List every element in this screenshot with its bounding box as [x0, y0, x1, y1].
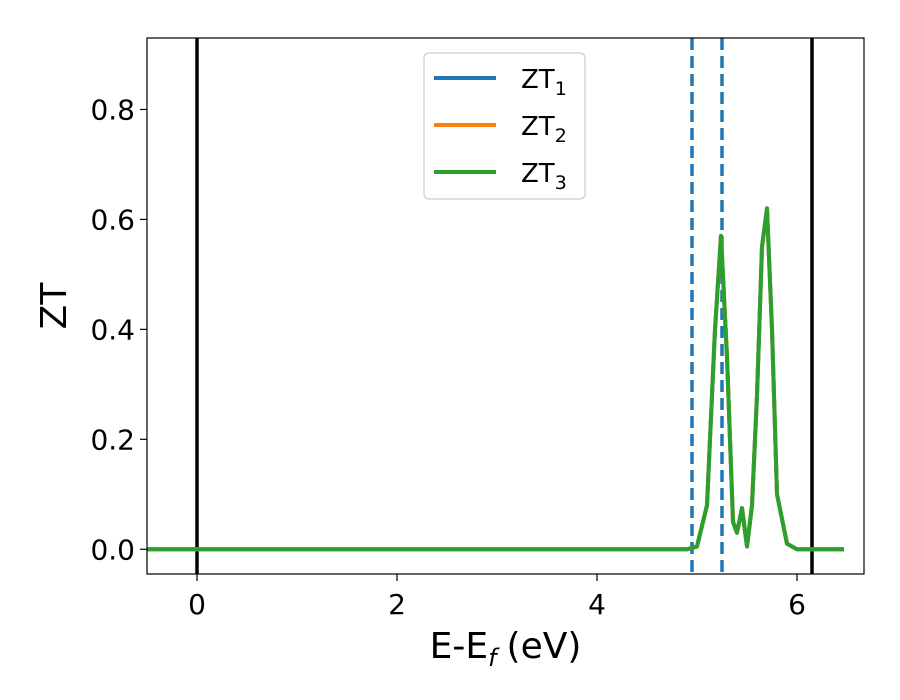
axis-ticks: 0 2 4 6 0.0 0.2 0.4 0.6 0.8: [90, 93, 805, 621]
series-line-1: [147, 206, 844, 552]
x-axis-label-subscript: f: [488, 644, 500, 672]
plot-frame: [146, 37, 865, 575]
legend: ZT1 ZT2 ZT3: [423, 52, 586, 200]
y-tick-label: 0.6: [90, 203, 135, 236]
y-tick-label: 0.0: [90, 533, 135, 566]
x-tick-label: 2: [388, 588, 406, 621]
y-axis-label: ZT: [34, 282, 75, 330]
legend-box: [423, 52, 586, 200]
x-axis-label-main: E-E: [430, 626, 488, 667]
y-tick-label: 0.4: [90, 313, 135, 346]
series-line-3: [147, 206, 844, 552]
legend-label-2: ZT2: [521, 112, 567, 147]
series-line-2: [147, 206, 844, 552]
legend-label-1: ZT1: [521, 65, 567, 100]
x-axis-label-unit: (eV): [507, 626, 582, 667]
x-tick-label: 6: [788, 588, 806, 621]
x-tick-label: 4: [588, 588, 606, 621]
legend-label-3: ZT3: [521, 159, 567, 194]
y-tick-label: 0.2: [90, 423, 135, 456]
plot-area: [147, 38, 844, 574]
y-tick-label: 0.8: [90, 93, 135, 126]
x-axis-label: E-Ef (eV): [430, 626, 582, 672]
x-tick-label: 0: [188, 588, 206, 621]
